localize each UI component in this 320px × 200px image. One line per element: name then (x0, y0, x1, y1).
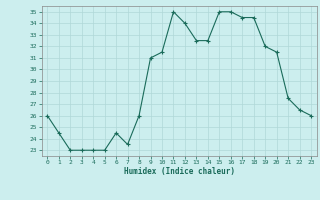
X-axis label: Humidex (Indice chaleur): Humidex (Indice chaleur) (124, 167, 235, 176)
